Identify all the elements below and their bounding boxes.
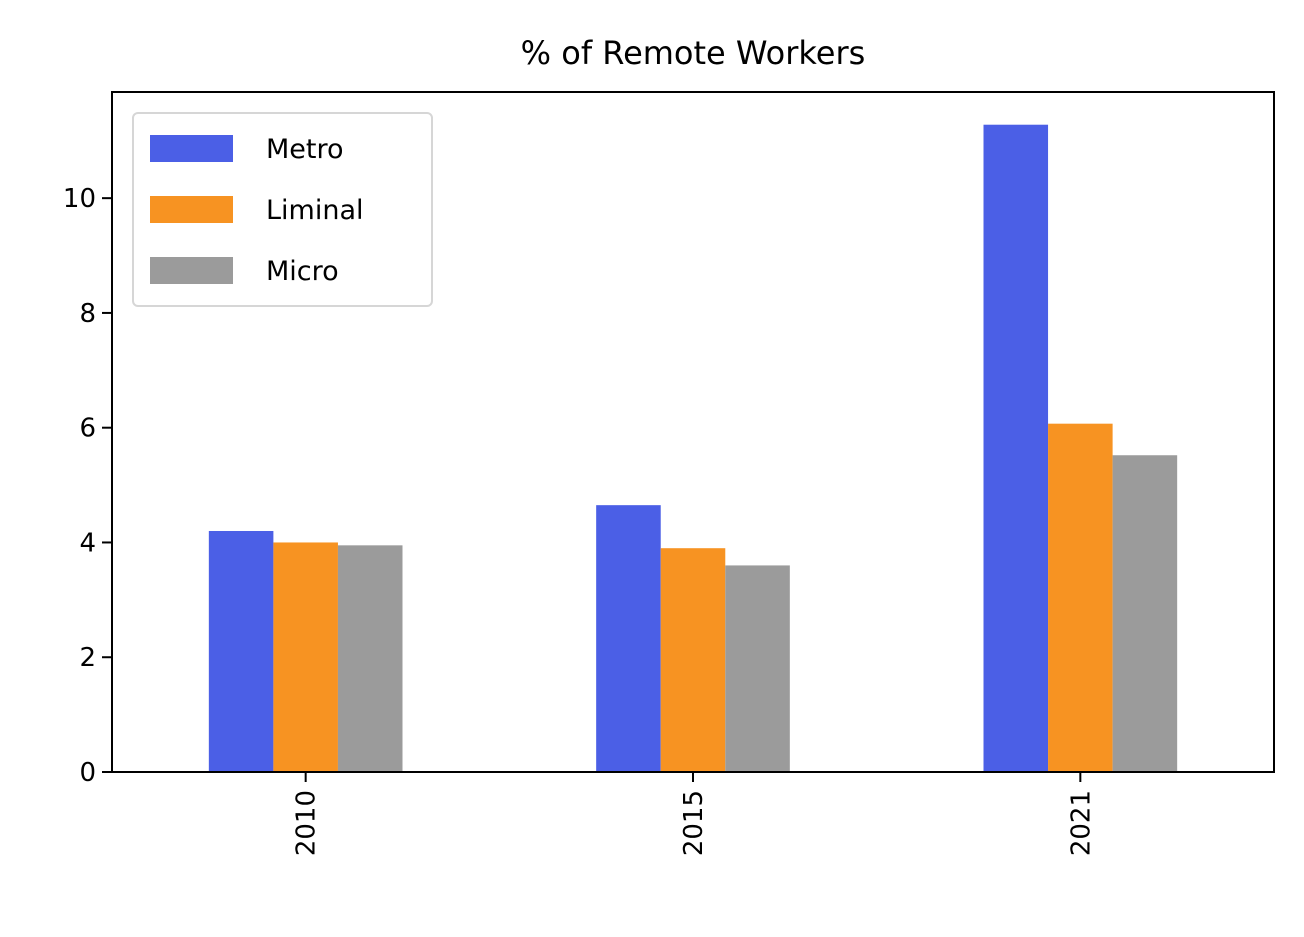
- bar-metro-2015: [596, 505, 661, 772]
- bar-micro-2021: [1112, 455, 1178, 772]
- y-tick-label: 6: [79, 414, 96, 444]
- bar-metro-2010: [208, 530, 274, 772]
- y-tick-label: 4: [79, 528, 96, 558]
- legend-swatch-metro: [150, 135, 233, 162]
- bar-metro-2021: [983, 124, 1049, 772]
- y-tick-label: 2: [79, 643, 96, 673]
- legend-swatch-micro: [150, 257, 233, 284]
- bar-micro-2010: [337, 545, 403, 772]
- bars-group: [208, 124, 1178, 772]
- bar-micro-2015: [725, 565, 790, 772]
- legend-label-micro: Micro: [266, 256, 339, 287]
- y-tick-label: 10: [63, 184, 96, 214]
- legend: Metro Liminal Micro: [132, 112, 433, 307]
- legend-label-liminal: Liminal: [266, 195, 364, 226]
- x-axis: 2010 2015 2021: [292, 772, 1096, 856]
- x-tick-label: 2015: [679, 790, 709, 856]
- bar-liminal-2015: [660, 548, 726, 772]
- y-axis: 0 2 4 6 8 10: [63, 184, 112, 788]
- y-tick-label: 8: [79, 299, 96, 329]
- y-tick-label: 0: [79, 758, 96, 788]
- bar-liminal-2021: [1048, 423, 1113, 772]
- x-tick-label: 2021: [1066, 790, 1096, 856]
- x-tick-label: 2010: [292, 790, 322, 856]
- bar-liminal-2010: [273, 542, 338, 772]
- legend-swatch-liminal: [150, 196, 233, 223]
- chart-title: % of Remote Workers: [521, 34, 866, 72]
- legend-label-metro: Metro: [266, 134, 344, 165]
